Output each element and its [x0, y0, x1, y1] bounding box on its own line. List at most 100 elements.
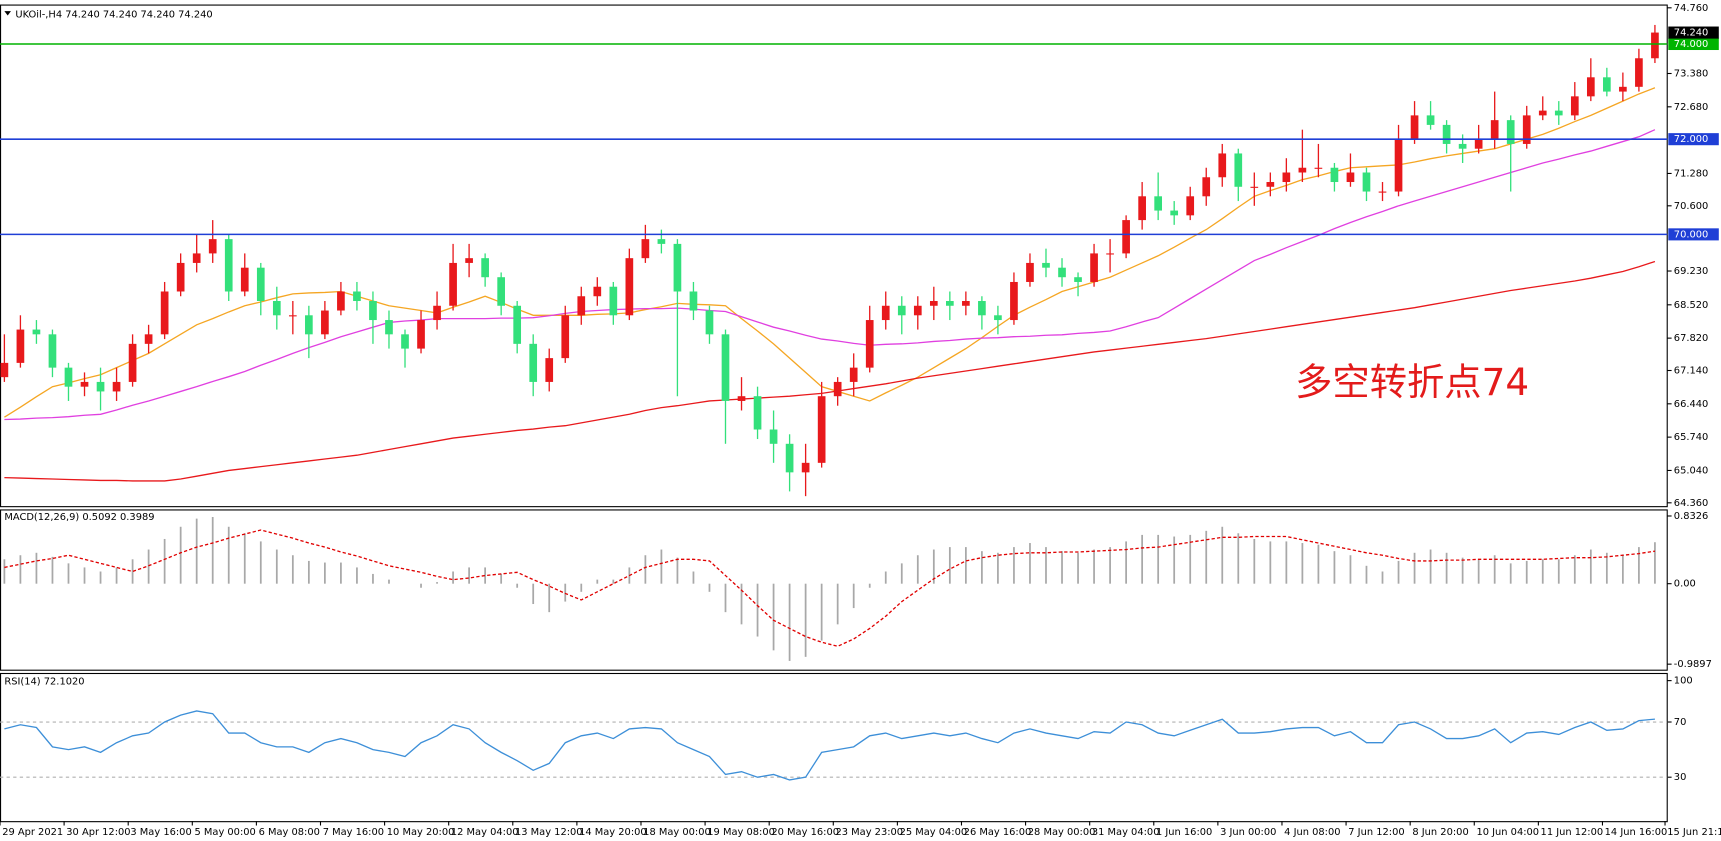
candle-body: [1538, 110, 1547, 116]
x-tick-label: 6 May 08:00: [259, 827, 320, 838]
x-tick-label: 29 Apr 2021: [2, 827, 63, 838]
candle-body: [16, 329, 25, 363]
candle-body: [1026, 262, 1034, 282]
x-tick-label: 25 May 04:00: [900, 827, 968, 838]
candle-body: [962, 301, 970, 306]
candle-body: [1138, 196, 1146, 221]
level-label: 70.000: [1674, 229, 1709, 240]
candle-body: [240, 267, 249, 292]
candle-body: [128, 343, 137, 382]
candle-body: [609, 286, 618, 316]
candle-body: [577, 296, 586, 316]
candle-body: [305, 315, 313, 335]
rsi-panel-frame: [0, 672, 1668, 823]
candle-body: [817, 396, 826, 463]
candle-body: [946, 301, 954, 306]
candle-body: [481, 258, 489, 278]
candle-body: [929, 301, 938, 306]
y-tick-label: 69.230: [1674, 266, 1709, 277]
candle-body: [1154, 196, 1163, 211]
x-tick-label: 8 Jun 20:00: [1412, 827, 1468, 838]
candle-body: [865, 320, 874, 368]
x-tick-label: 30 Apr 12:00: [66, 827, 130, 838]
x-tick-label: 12 May 04:00: [451, 827, 519, 838]
candle-body: [1506, 120, 1515, 144]
candle-body: [1490, 120, 1499, 140]
candle-body: [1554, 110, 1563, 116]
candle-body: [256, 267, 265, 302]
candle-body: [96, 381, 105, 392]
y-tick-label: 66.440: [1674, 399, 1709, 410]
candle-body: [625, 258, 634, 316]
candle-body: [1378, 191, 1387, 193]
candle-body: [176, 262, 185, 292]
candle-body: [1426, 115, 1435, 125]
rsi-title: RSI(14) 72.1020: [4, 677, 84, 688]
annotation: 多空转折点74: [1295, 360, 1529, 404]
candle-body: [417, 320, 425, 349]
candle-body: [1042, 262, 1050, 268]
candle-body: [657, 239, 666, 244]
x-tick-label: 31 May 04:00: [1092, 827, 1160, 838]
candle-body: [465, 258, 473, 263]
candle-body: [1202, 177, 1211, 197]
candle-body: [785, 443, 794, 473]
candle-body: [849, 367, 858, 382]
candle-body: [224, 239, 233, 292]
candle-body: [144, 334, 153, 344]
candle-body: [1186, 196, 1195, 216]
y-tick-label: 73.380: [1674, 68, 1709, 79]
candle-body: [545, 358, 554, 382]
last-price-label: 74.240: [1674, 28, 1709, 39]
candle-body: [1330, 167, 1339, 183]
candle-body: [433, 305, 441, 321]
candle-body: [497, 277, 505, 306]
y-tick-label: 64.360: [1674, 498, 1709, 509]
y-tick-label: -0.9897: [1674, 659, 1712, 670]
y-tick-label: 74.760: [1674, 3, 1709, 14]
candle-body: [1122, 220, 1130, 254]
candle-body: [1250, 186, 1259, 188]
macd-panel-frame: [0, 509, 1668, 671]
main-panel-frame: [0, 4, 1668, 508]
y-tick-label: 67.140: [1674, 365, 1709, 376]
candle-body: [1170, 210, 1179, 216]
x-tick-label: 18 May 00:00: [643, 827, 711, 838]
y-tick-label: 65.740: [1674, 432, 1709, 443]
candle-body: [881, 305, 890, 321]
x-tick-label: 11 Jun 12:00: [1541, 827, 1604, 838]
candle-body: [994, 315, 1002, 321]
candle-body: [272, 301, 281, 316]
y-tick-label: 70.600: [1674, 201, 1709, 212]
indicator-line: [4, 260, 1656, 482]
level-label-box: [1668, 228, 1719, 241]
candle-body: [801, 462, 810, 473]
candle-body: [1234, 153, 1243, 187]
candle-body: [385, 320, 393, 335]
candle-body: [1394, 139, 1403, 192]
candle-body: [1474, 139, 1483, 149]
x-tick-label: 23 May 23:00: [835, 827, 903, 838]
candle-body: [1362, 172, 1371, 192]
candle-body: [737, 396, 746, 401]
y-tick-label: 65.040: [1674, 465, 1709, 476]
candle-body: [208, 239, 217, 254]
candle-body: [1298, 167, 1307, 173]
indicator-line: [4, 129, 1656, 421]
y-tick-label: 100: [1674, 676, 1693, 687]
y-tick-label: 71.280: [1674, 168, 1709, 179]
x-tick-label: 19 May 08:00: [707, 827, 775, 838]
candle-body: [769, 429, 778, 444]
candle-body: [353, 291, 361, 302]
x-tick-label: 26 May 16:00: [964, 827, 1032, 838]
candle-body: [1522, 115, 1531, 144]
x-tick-label: 1 Jun 16:00: [1156, 827, 1212, 838]
y-tick-label: 70: [1674, 717, 1687, 728]
candle-body: [689, 291, 698, 311]
candle-body: [112, 381, 121, 392]
candle-body: [1346, 172, 1355, 183]
candle-body: [288, 315, 297, 317]
candle-body: [449, 262, 457, 306]
candle-body: [369, 301, 377, 321]
